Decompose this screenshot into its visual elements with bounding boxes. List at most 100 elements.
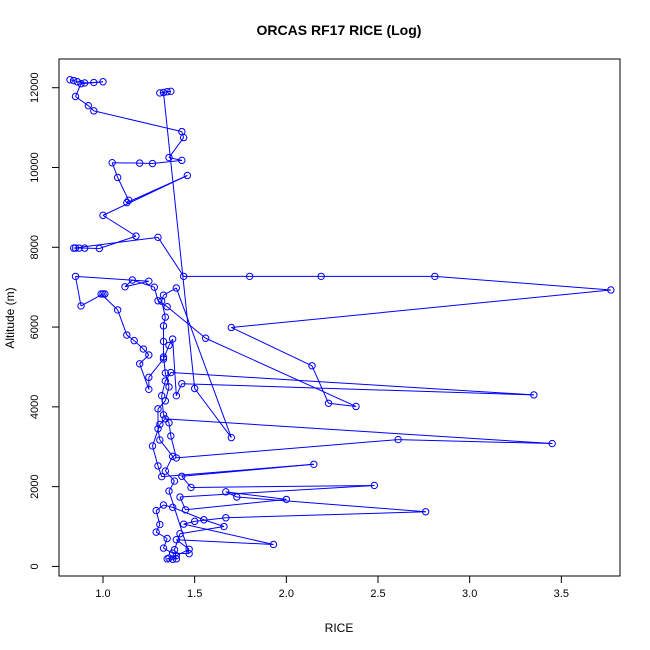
series-line-segment <box>159 90 171 94</box>
data-point <box>90 107 98 115</box>
series-line-segment <box>181 475 192 488</box>
series-line-segment <box>148 358 164 378</box>
series-layer <box>66 76 615 563</box>
data-point <box>75 244 83 252</box>
data-point <box>172 284 181 292</box>
series-line-segment <box>172 506 205 521</box>
series-line-segment <box>168 422 172 437</box>
data-point <box>370 481 379 490</box>
data-point <box>71 272 80 281</box>
data-point <box>163 88 171 96</box>
data-point <box>113 306 122 314</box>
data-point <box>181 506 190 514</box>
series-line-segment <box>328 402 357 407</box>
data-point <box>161 467 170 475</box>
series-line-segment <box>179 526 225 535</box>
series-line-segment <box>168 137 185 158</box>
data-point <box>163 534 171 543</box>
series-line-segment <box>124 279 133 288</box>
data-point <box>227 323 236 332</box>
y-tick-label: 6000 <box>29 315 41 339</box>
series-line-segment <box>194 388 232 438</box>
data-point <box>154 425 162 433</box>
data-point <box>185 545 193 553</box>
data-point <box>176 493 184 501</box>
chart-title: ORCAS RF17 RICE (Log) <box>257 22 422 38</box>
series-line-segment <box>190 484 375 488</box>
series-line-segment <box>93 110 182 133</box>
data-point <box>161 377 170 385</box>
data-point <box>145 373 153 382</box>
data-point <box>159 353 168 361</box>
data-point <box>161 369 170 377</box>
series-line-segment <box>163 504 173 508</box>
series-line-segment <box>175 287 232 438</box>
data-point <box>200 516 208 524</box>
data-point <box>77 80 85 88</box>
x-tick-label: 1.0 <box>95 588 110 600</box>
series-line-segment <box>124 280 149 288</box>
data-point <box>90 78 98 87</box>
data-point <box>157 391 166 400</box>
series-line-segment <box>155 510 161 525</box>
data-point <box>317 272 325 281</box>
series-line-segment <box>155 524 161 533</box>
data-point <box>80 79 89 87</box>
series-line-segment <box>163 538 168 549</box>
series-line-segment <box>153 287 159 301</box>
series-line-segment <box>164 372 172 382</box>
series-line-segment <box>163 356 166 374</box>
series-line-segment <box>166 306 206 339</box>
series-line-segment <box>175 383 183 396</box>
data-point <box>154 233 162 242</box>
series-line-segment <box>117 177 130 201</box>
series-line-segment <box>168 480 175 492</box>
series-line-segment <box>102 214 137 237</box>
data-point <box>190 517 199 526</box>
series-line-segment <box>225 511 426 519</box>
data-point <box>310 460 318 469</box>
series-line-segment <box>176 539 274 545</box>
series-line-segment <box>111 162 119 178</box>
series-line-segment <box>176 439 399 459</box>
data-point <box>135 159 144 167</box>
series-line-segment <box>176 548 190 557</box>
data-point <box>324 399 333 407</box>
data-point <box>71 92 80 101</box>
series-line-segment <box>139 363 150 390</box>
x-tick-label: 2.5 <box>370 588 385 600</box>
data-point <box>165 419 173 427</box>
series-line-segment <box>164 456 174 472</box>
series-line-segment <box>183 523 274 545</box>
data-point <box>220 522 228 531</box>
series-line-segment <box>170 372 534 396</box>
series-line-segment <box>155 504 164 511</box>
series-line-segment <box>163 92 196 389</box>
data-point <box>170 477 179 485</box>
data-point <box>172 391 181 400</box>
data-point <box>165 487 173 495</box>
data-point <box>113 173 122 182</box>
data-point <box>156 520 164 529</box>
plot-frame <box>58 58 621 577</box>
data-point <box>187 483 195 492</box>
series-line-segment <box>181 383 534 396</box>
x-tick-label: 3.5 <box>554 588 569 600</box>
y-tick-label: 4000 <box>29 395 41 419</box>
data-point <box>282 495 291 504</box>
data-point <box>145 385 153 394</box>
series-line-segment <box>163 316 166 326</box>
series-line-segment <box>75 83 82 97</box>
data-point <box>159 544 168 552</box>
series-line-segment <box>139 354 150 365</box>
series-line-segment <box>172 339 177 396</box>
data-point <box>124 196 133 204</box>
data-point <box>168 503 177 512</box>
x-axis-label: RICE <box>325 621 354 635</box>
series-line-segment <box>157 237 185 277</box>
series-line-segment <box>87 105 95 112</box>
series-line-segment <box>126 334 135 342</box>
data-point <box>176 530 184 538</box>
series-line-segment <box>117 309 128 336</box>
